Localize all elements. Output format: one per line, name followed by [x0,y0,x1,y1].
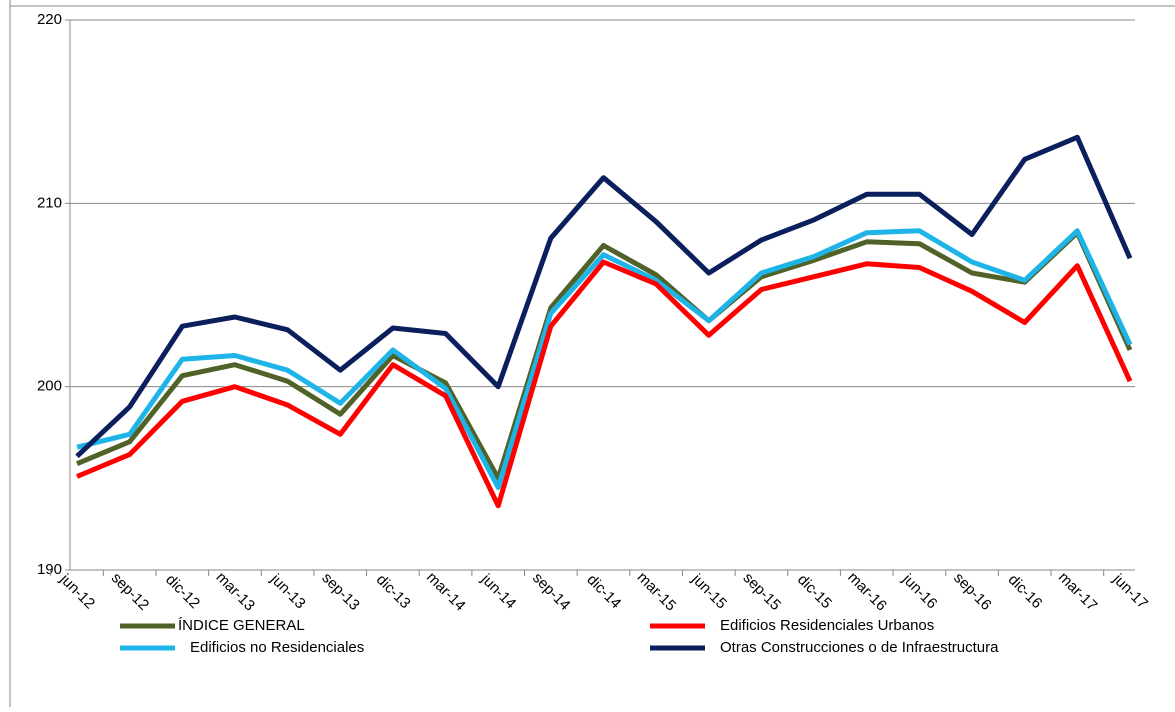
y-tick-label: 210 [37,194,62,211]
x-tick-label: mar-16 [844,569,890,615]
legend-label: ÍNDICE GENERAL [178,617,305,634]
legend-label: Edificios no Residenciales [190,639,364,656]
x-tick-label: sep-13 [318,569,362,613]
x-tick-label: sep-14 [529,569,573,613]
x-tick-label: sep-16 [950,569,994,613]
x-tick-label: sep-12 [108,569,152,613]
x-tick-label: jun-16 [898,570,940,612]
x-tick-label: jun-14 [477,570,519,612]
series-line [76,228,1133,490]
x-tick-label: mar-13 [213,569,259,615]
y-tick-label: 220 [37,11,62,28]
x-tick-label: mar-17 [1055,569,1101,615]
series-line [76,230,1133,481]
x-tick-label: jun-13 [267,570,309,612]
x-tick-label: dic-13 [373,571,414,612]
series-line [76,259,1133,509]
x-tick-label: mar-15 [634,569,680,615]
x-tick-label: jun-15 [688,570,730,612]
y-tick-label: 200 [37,378,62,395]
series-line [75,134,1133,459]
x-tick-label: mar-14 [423,569,469,615]
x-tick-label: dic-16 [1005,571,1046,612]
x-tick-label: jun-17 [1109,570,1151,612]
x-tick-label: dic-15 [794,571,835,612]
x-tick-label: dic-12 [162,571,203,612]
x-tick-label: jun-12 [56,570,98,612]
x-tick-label: sep-15 [740,569,784,613]
y-tick-label: 190 [37,561,62,578]
x-tick-label: dic-14 [583,571,624,612]
legend-label: Otras Construcciones o de Infraestructur… [720,639,999,656]
legend-label: Edificios Residenciales Urbanos [720,617,934,634]
